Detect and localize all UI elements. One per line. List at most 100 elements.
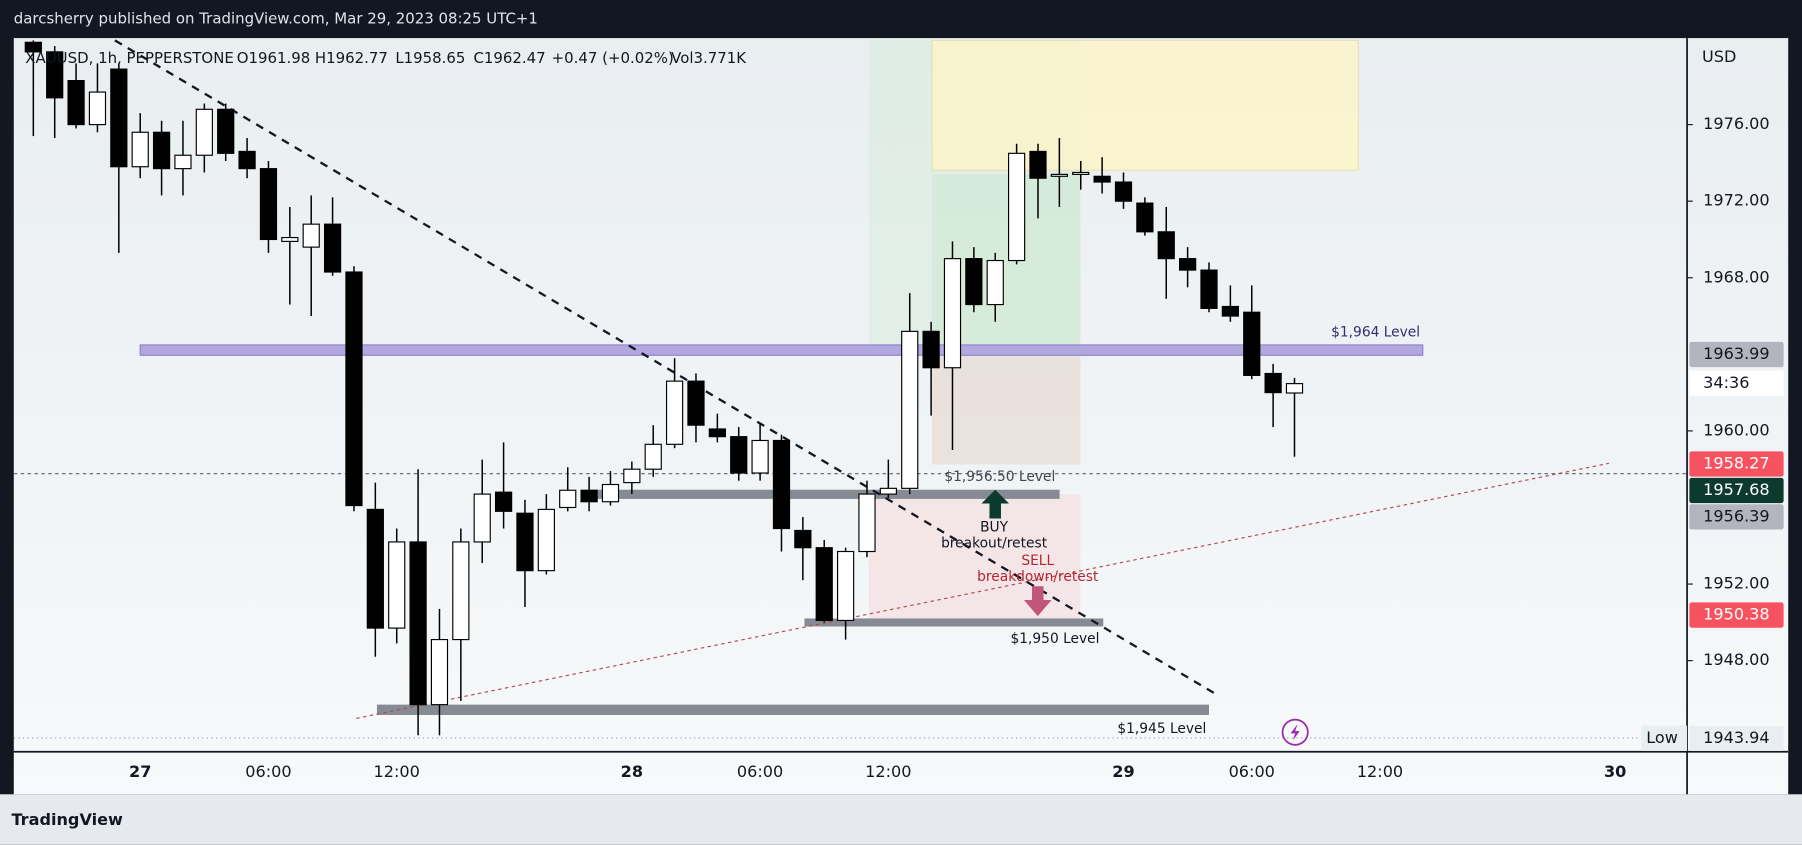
x-tick-label: 30 — [1604, 762, 1626, 781]
candle-body — [131, 131, 149, 168]
level-band — [376, 704, 1209, 715]
candle-body — [1243, 311, 1261, 376]
x-tick-label: 06:00 — [245, 762, 291, 781]
footer-bar — [0, 794, 1802, 845]
legend-low: L1958.65 — [395, 49, 465, 67]
candle-body — [965, 258, 983, 306]
candle-body — [1093, 175, 1111, 183]
candle-body — [751, 439, 769, 474]
price-label: 1943.94 — [1703, 728, 1770, 747]
candle-body — [281, 236, 299, 242]
candle-body — [1007, 152, 1026, 262]
symbol-legend: XAUUSD, 1h, PEPPERSTONE O1961.98 H1962.7… — [25, 49, 747, 67]
target-zone — [931, 39, 1359, 171]
candle-body — [943, 258, 962, 369]
plot-background — [13, 38, 1789, 795]
x-tick-label: 28 — [621, 762, 643, 781]
candle-body — [901, 330, 919, 489]
candle-body — [409, 541, 427, 706]
countdown-box — [1689, 370, 1784, 396]
y-tick-label: 1948.00 — [1703, 650, 1770, 669]
trend-line — [356, 462, 1610, 719]
annotation: BUY — [980, 520, 1009, 536]
candle-body — [174, 154, 192, 170]
y-tick-label: 1972.00 — [1703, 191, 1770, 210]
trend-line — [114, 39, 1219, 697]
price-label-box — [1689, 451, 1784, 477]
candle-body — [46, 51, 64, 99]
legend-change: +0.47 (+0.02%) — [552, 49, 674, 67]
candle-body — [623, 468, 641, 484]
candle-body — [879, 487, 897, 495]
price-label-box — [1689, 725, 1784, 751]
candle-body — [836, 550, 855, 622]
price-label-box — [1689, 477, 1784, 504]
candle-body — [772, 439, 791, 530]
candle-body — [1285, 383, 1304, 394]
annotation: SELL — [1021, 553, 1054, 569]
x-tick-label: 27 — [129, 762, 151, 781]
candle-body — [708, 428, 726, 438]
price-label-box — [1689, 341, 1784, 368]
candle-body — [24, 41, 42, 53]
price-label: 1956.39 — [1703, 506, 1770, 525]
candle-body — [559, 489, 577, 509]
currency-label: USD — [1702, 47, 1736, 66]
candle-body — [366, 508, 384, 629]
candle-body — [858, 493, 876, 553]
candle-body — [922, 330, 940, 369]
buy-arrow — [981, 489, 1010, 519]
header: darcsherry published on TradingView.com,… — [14, 10, 538, 28]
legend-volume: Vol3.771K — [671, 49, 747, 67]
candle-body — [1050, 173, 1068, 177]
price-label: 1950.38 — [1703, 605, 1770, 624]
x-tick-label: 06:00 — [1229, 762, 1275, 781]
candle-body — [388, 541, 406, 629]
price-label-box — [1689, 504, 1784, 530]
candle-body — [452, 541, 470, 641]
candle-body — [1178, 258, 1197, 271]
candle-body — [238, 150, 256, 170]
low-label-box — [1641, 725, 1688, 751]
candle-body — [986, 259, 1004, 306]
candle-body — [516, 512, 534, 572]
x-tick-label: 29 — [1112, 762, 1134, 781]
price-label: 1958.27 — [1703, 454, 1770, 473]
level-band — [586, 489, 1060, 499]
candle-body — [1157, 231, 1175, 260]
x-tick-label: 12:00 — [865, 762, 911, 781]
candle-body — [430, 638, 449, 706]
level-band — [804, 618, 1104, 627]
y-tick-label: 1952.00 — [1703, 574, 1770, 593]
long-stop-zone — [932, 356, 1081, 465]
x-tick-label: 12:00 — [1357, 762, 1403, 781]
legend-close: C1962.47 — [473, 49, 545, 67]
annotation: breakout/retest — [941, 536, 1048, 552]
candle-body — [580, 489, 598, 503]
candle-body — [601, 483, 620, 503]
candle-body — [1029, 150, 1047, 179]
x-tick-label: 06:00 — [737, 762, 783, 781]
candle-body — [302, 223, 320, 248]
annotation: $1,950 Level — [1011, 631, 1100, 647]
legend-high: H1962.77 — [315, 49, 388, 67]
candle-body — [1200, 269, 1218, 309]
candle-body — [323, 223, 342, 273]
candle-body — [815, 547, 833, 622]
sell-arrow — [1023, 586, 1052, 617]
price-label: 1963.99 — [1703, 344, 1770, 363]
level-band — [139, 344, 1424, 356]
candle-body — [259, 168, 278, 241]
candle-body — [1264, 372, 1282, 394]
candle-body — [644, 443, 662, 470]
annotation: breakdown/retest — [977, 569, 1099, 585]
alert-icon[interactable] — [1281, 718, 1309, 746]
short-stop-zone — [868, 494, 1081, 619]
candle-body — [195, 108, 213, 156]
candle-body — [473, 493, 491, 543]
legend-symbol: XAUUSD, 1h, PEPPERSTONE — [25, 49, 234, 67]
candle-body — [794, 529, 812, 549]
candle-body — [67, 80, 85, 126]
candle-body — [88, 91, 107, 126]
